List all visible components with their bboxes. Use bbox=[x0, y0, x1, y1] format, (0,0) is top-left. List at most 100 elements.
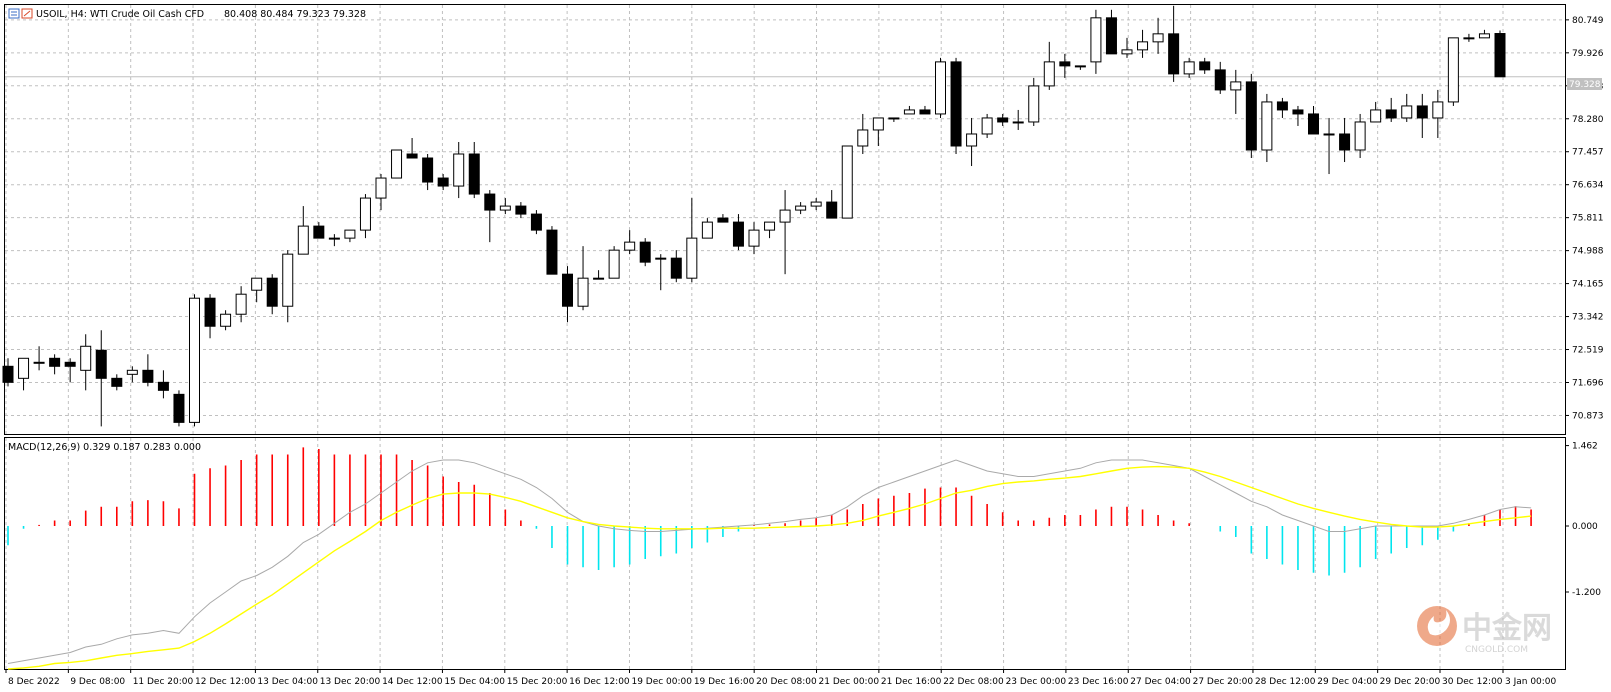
candle[interactable] bbox=[18, 357, 30, 391]
candle[interactable] bbox=[142, 354, 154, 387]
candle[interactable] bbox=[422, 154, 434, 191]
candle[interactable] bbox=[966, 117, 978, 167]
candle[interactable] bbox=[795, 202, 807, 215]
candle[interactable] bbox=[530, 210, 542, 235]
candle[interactable] bbox=[639, 238, 651, 267]
candle[interactable] bbox=[359, 194, 371, 239]
candle[interactable] bbox=[701, 218, 713, 239]
candle[interactable] bbox=[577, 246, 589, 311]
candle[interactable] bbox=[49, 354, 61, 375]
candle[interactable] bbox=[282, 250, 294, 323]
candle[interactable] bbox=[499, 198, 511, 215]
candle[interactable] bbox=[857, 113, 869, 155]
candle[interactable] bbox=[1183, 57, 1195, 78]
candle[interactable] bbox=[810, 198, 822, 211]
candle[interactable] bbox=[593, 270, 605, 280]
candle[interactable] bbox=[313, 222, 325, 239]
candle[interactable] bbox=[1105, 9, 1117, 55]
candle[interactable] bbox=[1214, 61, 1226, 94]
candle[interactable] bbox=[903, 105, 915, 115]
candle[interactable] bbox=[1230, 69, 1242, 114]
candle[interactable] bbox=[764, 221, 776, 239]
candle[interactable] bbox=[1012, 109, 1024, 130]
candle[interactable] bbox=[732, 214, 744, 251]
candle[interactable] bbox=[608, 246, 620, 279]
candle[interactable] bbox=[1323, 117, 1335, 175]
candle[interactable] bbox=[1043, 41, 1055, 90]
candle[interactable] bbox=[1028, 77, 1040, 126]
chart-type-icon[interactable] bbox=[8, 8, 20, 19]
candle[interactable] bbox=[1121, 37, 1133, 58]
candle[interactable] bbox=[189, 294, 200, 427]
candle[interactable] bbox=[1432, 89, 1444, 138]
candle[interactable] bbox=[1494, 30, 1506, 78]
candle[interactable] bbox=[515, 202, 527, 219]
candle[interactable] bbox=[2, 358, 14, 387]
candle[interactable] bbox=[235, 286, 247, 323]
candle[interactable] bbox=[453, 141, 465, 199]
candle[interactable] bbox=[624, 230, 636, 255]
candle[interactable] bbox=[670, 250, 682, 283]
candle[interactable] bbox=[1308, 105, 1319, 135]
candle[interactable] bbox=[686, 198, 698, 283]
candle[interactable] bbox=[1276, 97, 1288, 118]
candle[interactable] bbox=[1261, 93, 1273, 163]
candle[interactable] bbox=[1090, 9, 1102, 74]
candle[interactable] bbox=[950, 57, 962, 155]
candle[interactable] bbox=[406, 137, 418, 159]
candle[interactable] bbox=[1059, 53, 1071, 78]
candle[interactable] bbox=[1245, 73, 1257, 159]
candle[interactable] bbox=[80, 334, 92, 391]
candle[interactable] bbox=[173, 390, 185, 427]
candle[interactable] bbox=[1168, 5, 1180, 82]
candle[interactable] bbox=[1354, 113, 1366, 159]
candle[interactable] bbox=[826, 190, 838, 219]
candle[interactable] bbox=[126, 366, 138, 383]
candle[interactable] bbox=[1478, 29, 1490, 39]
candle[interactable] bbox=[546, 226, 558, 275]
candle[interactable] bbox=[841, 145, 853, 219]
candle[interactable] bbox=[779, 190, 791, 275]
candle[interactable] bbox=[437, 174, 449, 191]
candle[interactable] bbox=[562, 266, 573, 323]
candle[interactable] bbox=[981, 113, 993, 138]
candle[interactable] bbox=[1416, 93, 1428, 138]
candle[interactable] bbox=[220, 310, 232, 331]
candle[interactable] bbox=[1152, 17, 1164, 54]
candle[interactable] bbox=[468, 141, 480, 199]
candle[interactable] bbox=[872, 117, 884, 146]
candle[interactable] bbox=[888, 117, 900, 122]
candle[interactable] bbox=[1401, 93, 1413, 122]
candle[interactable] bbox=[997, 113, 1009, 126]
candle[interactable] bbox=[748, 222, 760, 255]
candle[interactable] bbox=[95, 330, 107, 427]
candle[interactable] bbox=[33, 346, 45, 371]
candle[interactable] bbox=[204, 294, 216, 339]
candle[interactable] bbox=[1463, 33, 1475, 42]
candle[interactable] bbox=[717, 214, 729, 223]
candle[interactable] bbox=[1199, 57, 1211, 74]
candle[interactable] bbox=[251, 277, 263, 303]
candle[interactable] bbox=[935, 57, 946, 118]
candle[interactable] bbox=[655, 254, 667, 291]
candle[interactable] bbox=[1447, 37, 1459, 106]
candle[interactable] bbox=[484, 190, 496, 243]
candle[interactable] bbox=[344, 229, 356, 243]
candle[interactable] bbox=[1370, 101, 1382, 123]
candle[interactable] bbox=[111, 374, 123, 391]
candle[interactable] bbox=[919, 105, 931, 115]
candle[interactable] bbox=[297, 206, 309, 255]
candle[interactable] bbox=[1292, 105, 1304, 126]
candle[interactable] bbox=[375, 174, 387, 211]
candle[interactable] bbox=[157, 370, 169, 399]
candle[interactable] bbox=[391, 149, 403, 179]
candle[interactable] bbox=[1339, 117, 1351, 163]
candle[interactable] bbox=[1385, 97, 1397, 122]
candle[interactable] bbox=[328, 234, 340, 247]
candle[interactable] bbox=[1074, 65, 1086, 70]
candle[interactable] bbox=[1137, 29, 1149, 58]
candle[interactable] bbox=[64, 358, 76, 383]
candle[interactable] bbox=[266, 274, 278, 315]
